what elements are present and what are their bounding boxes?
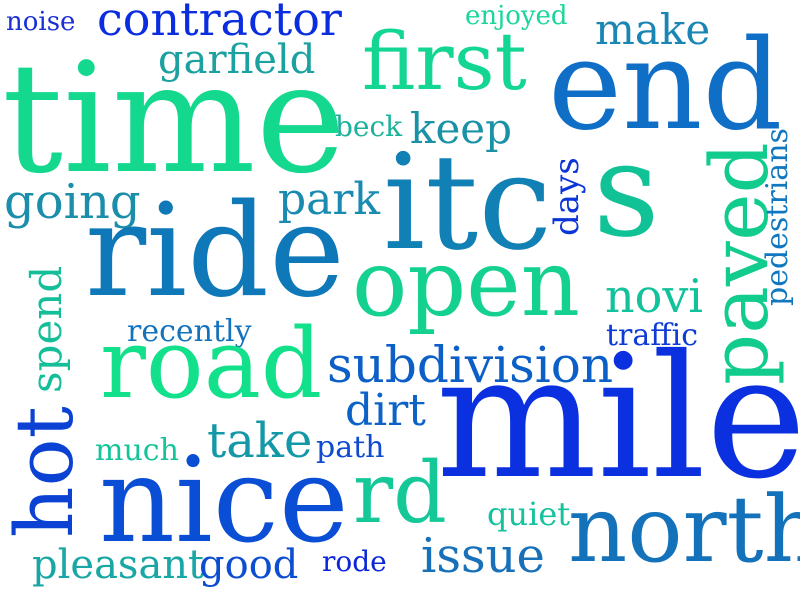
word-itc: itc <box>383 126 553 280</box>
word-pedestrians: pedestrians <box>760 128 795 306</box>
word-good: good <box>199 542 299 588</box>
word-recently: recently <box>127 314 252 349</box>
word-quiet: quiet <box>487 495 571 533</box>
word-end: end <box>548 13 783 158</box>
word-garfield: garfield <box>158 37 316 83</box>
word-time: time <box>2 30 346 207</box>
word-pleasant: pleasant <box>32 542 205 588</box>
word-north: north <box>568 476 800 583</box>
word-noise: noise <box>6 7 76 37</box>
word-path: path <box>316 430 385 465</box>
word-take: take <box>207 413 313 469</box>
word-s: s <box>593 114 660 266</box>
word-rode: rode <box>322 545 387 578</box>
word-traffic: traffic <box>606 318 698 353</box>
word-days: days <box>547 157 587 236</box>
word-road: road <box>100 308 323 420</box>
word-enjoyed: enjoyed <box>465 1 568 31</box>
word-dirt: dirt <box>345 385 426 436</box>
word-mile: mile <box>436 319 800 517</box>
word-keep: keep <box>410 104 513 153</box>
word-issue: issue <box>421 528 545 584</box>
word-novi: novi <box>605 269 704 323</box>
word-beck: beck <box>335 110 403 143</box>
word-make: make <box>595 5 711 54</box>
word-spend: spend <box>22 265 71 393</box>
word-open: open <box>352 230 580 337</box>
word-going: going <box>4 174 141 230</box>
word-subdivision: subdivision <box>327 336 614 394</box>
word-much: much <box>95 433 179 468</box>
word-rd: rd <box>353 444 447 542</box>
word-contractor: contractor <box>97 0 342 46</box>
word-hot: hot <box>0 406 91 538</box>
word-park: park <box>278 174 381 225</box>
word-nice: nice <box>99 431 349 569</box>
word-ride: ride <box>85 177 345 326</box>
word-first: first <box>362 15 527 108</box>
